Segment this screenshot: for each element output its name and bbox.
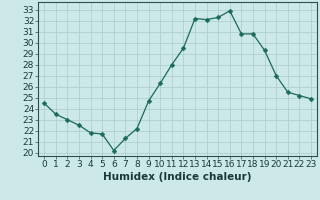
X-axis label: Humidex (Indice chaleur): Humidex (Indice chaleur) bbox=[103, 172, 252, 182]
